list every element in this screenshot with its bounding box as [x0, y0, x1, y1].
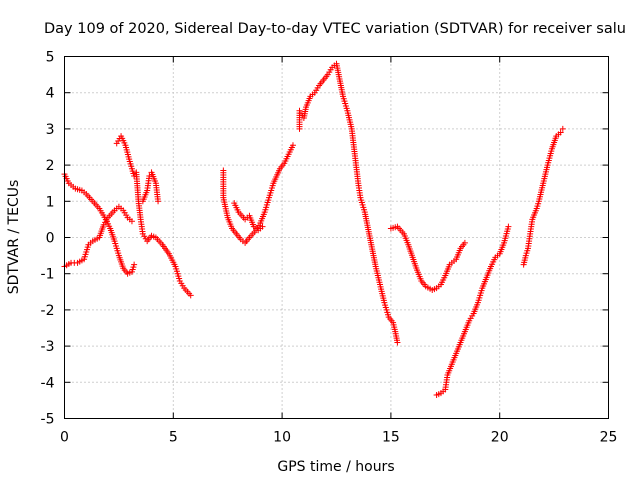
data-point [394, 339, 401, 346]
series-arc-3 [113, 133, 138, 179]
series-arc-1 [61, 171, 138, 277]
data-point [559, 125, 566, 132]
series-arc-2 [61, 203, 135, 270]
tick-labels: 0 5 10 15 20 25 -5 -4 -3 -2 -1 0 1 2 3 4 5 [41, 50, 618, 446]
x-tick-label: 10 [273, 430, 291, 446]
series-arc-10 [433, 223, 512, 398]
data-point [259, 223, 266, 230]
data-point [289, 142, 296, 149]
series-arc-7 [231, 200, 266, 234]
data-point [187, 292, 194, 299]
y-tick-label: -2 [41, 303, 55, 319]
x-tick-label: 20 [491, 430, 509, 446]
x-tick-label: 0 [60, 430, 69, 446]
y-tick-label: -5 [41, 412, 55, 428]
x-tick-label: 15 [382, 430, 400, 446]
y-tick-label: -3 [41, 339, 55, 355]
data-marks [61, 60, 566, 398]
chart-title: Day 109 of 2020, Sidereal Day-to-day VTE… [44, 21, 626, 37]
series-arc-9 [387, 223, 468, 293]
x-tick-label: 5 [169, 430, 178, 446]
y-tick-label: 1 [46, 194, 55, 210]
y-tick-label: 4 [46, 86, 55, 102]
x-tick-label: 25 [600, 430, 618, 446]
series-arc-11 [520, 125, 566, 268]
y-axis-label: SDTVAR / TECUs [6, 180, 22, 295]
data-point [131, 261, 138, 268]
y-tick-label: 0 [46, 231, 55, 247]
y-tick-label: 3 [46, 122, 55, 138]
data-point [461, 239, 468, 246]
y-tick-label: -4 [41, 375, 55, 391]
grid-lines [64, 56, 609, 419]
axis-ticks [64, 56, 609, 419]
data-point [505, 223, 512, 230]
series-arc-8 [296, 60, 401, 346]
data-point [128, 218, 135, 225]
y-tick-label: -1 [41, 267, 55, 283]
data-point [557, 129, 564, 136]
y-tick-label: 5 [46, 50, 55, 66]
data-point [155, 198, 162, 205]
series-arc-5 [139, 169, 162, 205]
x-axis-label: GPS time / hours [277, 459, 394, 475]
y-tick-label: 2 [46, 158, 55, 174]
series-arc-6 [220, 142, 296, 246]
series-arc-4 [133, 169, 194, 299]
data-point [146, 172, 153, 179]
